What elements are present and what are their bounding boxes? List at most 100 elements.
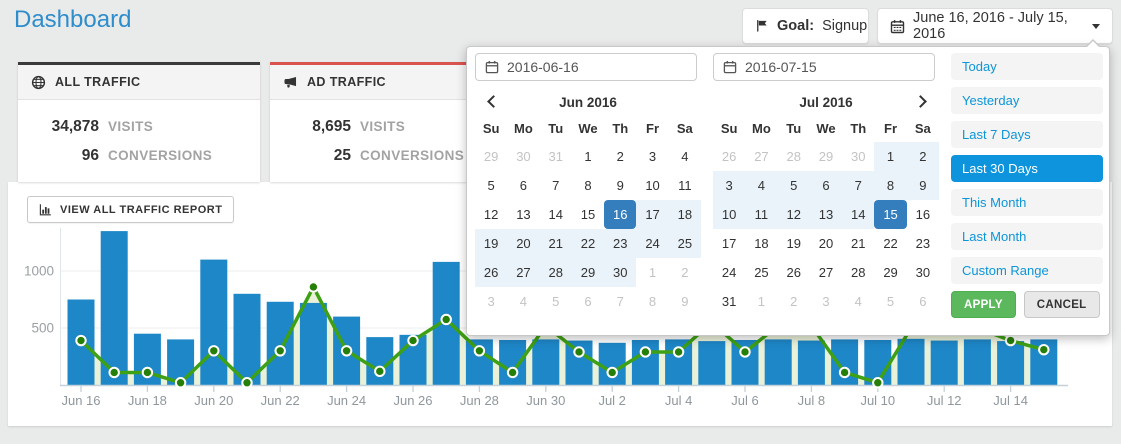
- day-cell[interactable]: 12: [483, 207, 499, 222]
- day-cell[interactable]: 17: [636, 200, 669, 229]
- day-cell[interactable]: 2: [616, 149, 624, 164]
- view-all-traffic-report-button[interactable]: VIEW ALL TRAFFIC REPORT: [27, 196, 235, 223]
- day-cell[interactable]: 22: [571, 229, 605, 258]
- day-cell[interactable]: 30: [516, 149, 531, 164]
- day-cell[interactable]: 24: [636, 229, 669, 258]
- end-date-input[interactable]: 2016-07-15: [713, 53, 935, 81]
- day-cell[interactable]: 29: [883, 265, 898, 280]
- day-cell[interactable]: 3: [487, 294, 495, 309]
- day-cell[interactable]: 28: [786, 149, 801, 164]
- day-cell[interactable]: 15: [580, 207, 596, 222]
- day-cell[interactable]: 20: [507, 229, 540, 258]
- day-cell[interactable]: 10: [645, 178, 660, 193]
- day-cell[interactable]: 5: [886, 294, 895, 309]
- day-cell[interactable]: 15: [874, 200, 907, 229]
- day-cell[interactable]: 8: [648, 294, 657, 309]
- day-cell[interactable]: 25: [668, 229, 701, 258]
- day-cell[interactable]: 4: [519, 294, 528, 309]
- day-cell[interactable]: 20: [818, 236, 834, 251]
- day-cell[interactable]: 3: [822, 294, 830, 309]
- day-cell[interactable]: 21: [851, 236, 866, 251]
- day-cell[interactable]: 29: [483, 149, 499, 164]
- day-cell[interactable]: 14: [842, 200, 875, 229]
- range-option-today[interactable]: Today: [951, 53, 1103, 80]
- day-cell[interactable]: 8: [584, 178, 592, 193]
- day-cell[interactable]: 26: [475, 258, 508, 287]
- day-cell[interactable]: 29: [818, 149, 834, 164]
- day-cell[interactable]: 1: [757, 294, 766, 309]
- day-cell[interactable]: 11: [678, 178, 692, 193]
- day-cell[interactable]: 28: [851, 265, 866, 280]
- day-cell[interactable]: 1: [874, 142, 907, 171]
- day-cell[interactable]: 4: [854, 294, 862, 309]
- day-cell[interactable]: 9: [681, 294, 689, 309]
- day-cell[interactable]: 6: [519, 178, 528, 193]
- next-month-icon[interactable]: [914, 95, 928, 108]
- day-cell[interactable]: 27: [507, 258, 540, 287]
- start-date-input[interactable]: 2016-06-16: [475, 53, 697, 81]
- day-cell[interactable]: 6: [809, 171, 843, 200]
- cancel-button[interactable]: CANCEL: [1023, 291, 1100, 318]
- apply-button[interactable]: APPLY: [951, 291, 1016, 318]
- day-cell[interactable]: 9: [616, 178, 624, 193]
- day-cell[interactable]: 3: [648, 149, 657, 164]
- day-cell[interactable]: 2: [790, 294, 798, 309]
- day-cell[interactable]: 29: [571, 258, 605, 287]
- range-option-last-7-days[interactable]: Last 7 Days: [951, 121, 1103, 148]
- day-cell[interactable]: 13: [809, 200, 843, 229]
- range-option-last-month[interactable]: Last Month: [951, 223, 1103, 250]
- day-cell[interactable]: 17: [721, 236, 737, 251]
- day-cell[interactable]: 18: [754, 236, 769, 251]
- day-cell[interactable]: 23: [915, 236, 931, 251]
- day-cell[interactable]: 4: [745, 171, 778, 200]
- day-cell[interactable]: 13: [516, 207, 531, 222]
- day-cell[interactable]: 5: [552, 294, 560, 309]
- day-cell[interactable]: 16: [915, 207, 931, 222]
- day-cell[interactable]: 26: [786, 265, 801, 280]
- day-cell[interactable]: 8: [874, 171, 907, 200]
- day-cell[interactable]: 14: [548, 207, 563, 222]
- day-cell[interactable]: 2: [681, 265, 689, 280]
- day-cell[interactable]: 28: [539, 258, 572, 287]
- range-option-this-month[interactable]: This Month: [951, 189, 1103, 216]
- day-cell[interactable]: 26: [721, 149, 737, 164]
- day-cell[interactable]: 16: [604, 200, 637, 229]
- goal-button[interactable]: Goal: Signup: [742, 8, 886, 44]
- day-cell[interactable]: 5: [777, 171, 810, 200]
- day-cell[interactable]: 11: [745, 200, 778, 229]
- day-cell[interactable]: 31: [721, 294, 737, 309]
- day-cell[interactable]: 21: [539, 229, 572, 258]
- day-cell[interactable]: 7: [616, 294, 624, 309]
- day-cell[interactable]: 6: [919, 294, 927, 309]
- day-cell[interactable]: 6: [584, 294, 592, 309]
- prev-month-icon[interactable]: [486, 95, 500, 108]
- day-cell[interactable]: 27: [754, 149, 769, 164]
- day-cell[interactable]: 12: [777, 200, 810, 229]
- day-cell[interactable]: 9: [906, 171, 939, 200]
- day-cell[interactable]: 2: [906, 142, 939, 171]
- day-cell[interactable]: 19: [475, 229, 508, 258]
- day-cell[interactable]: 30: [915, 265, 931, 280]
- day-cell[interactable]: 27: [818, 265, 834, 280]
- day-cell[interactable]: 23: [604, 229, 637, 258]
- day-cell[interactable]: 4: [681, 149, 689, 164]
- range-option-custom-range[interactable]: Custom Range: [951, 257, 1103, 284]
- day-cell[interactable]: 7: [552, 178, 560, 193]
- day-cell[interactable]: 3: [713, 171, 746, 200]
- day-cell[interactable]: 24: [721, 265, 737, 280]
- day-cell[interactable]: 30: [851, 149, 866, 164]
- day-cell[interactable]: 18: [668, 200, 701, 229]
- daterange-button[interactable]: June 16, 2016 - July 15, 2016: [877, 8, 1113, 44]
- range-option-last-30-days[interactable]: Last 30 Days: [951, 155, 1103, 182]
- day-cell[interactable]: 22: [883, 236, 898, 251]
- day-cell[interactable]: 31: [548, 149, 563, 164]
- day-cell[interactable]: 7: [842, 171, 875, 200]
- range-option-yesterday[interactable]: Yesterday: [951, 87, 1103, 114]
- day-cell[interactable]: 1: [648, 265, 657, 280]
- day-cell[interactable]: 25: [754, 265, 769, 280]
- day-cell[interactable]: 10: [713, 200, 746, 229]
- day-cell[interactable]: 1: [584, 149, 592, 164]
- day-cell[interactable]: 5: [487, 178, 495, 193]
- day-cell[interactable]: 19: [786, 236, 801, 251]
- day-cell[interactable]: 30: [604, 258, 637, 287]
